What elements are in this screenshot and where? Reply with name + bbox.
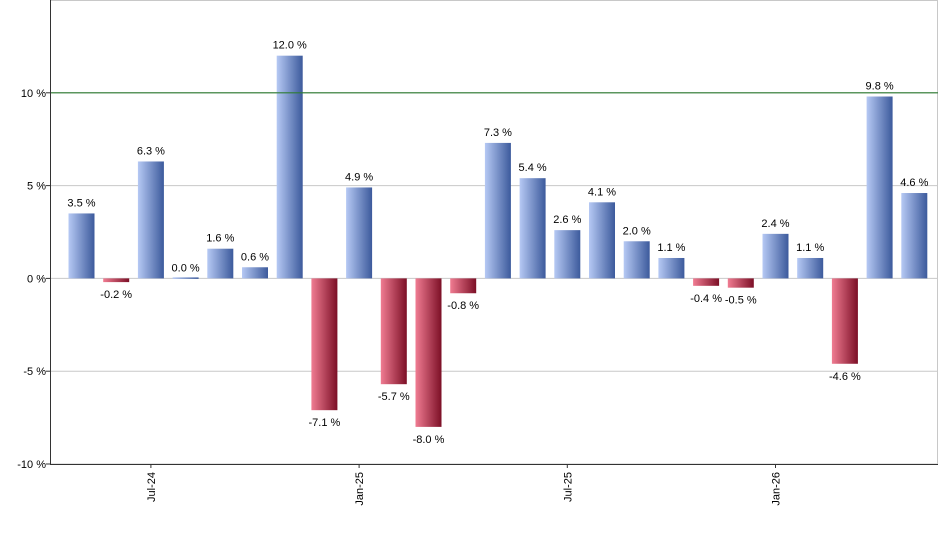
data-label: 6.3 % bbox=[137, 145, 165, 157]
x-tick-label: Jul-24 bbox=[146, 472, 158, 502]
axes: 10 % 5 % 0 % -5 % -10 % Jul-24 Jan-25 Jul-25 Jan… bbox=[17, 0, 938, 506]
data-label: 3.5 % bbox=[67, 197, 95, 209]
y-tick-label: -5 % bbox=[23, 366, 46, 378]
bar bbox=[727, 278, 754, 288]
bar bbox=[484, 142, 511, 279]
data-label: 4.6 % bbox=[900, 177, 928, 189]
data-label: 7.3 % bbox=[484, 127, 512, 139]
y-tick-label: 10 % bbox=[21, 88, 46, 100]
data-label: -8.0 % bbox=[413, 434, 445, 446]
data-label: 0.6 % bbox=[241, 251, 269, 263]
bar bbox=[901, 193, 928, 279]
x-tick-label: Jan-25 bbox=[354, 472, 366, 506]
data-label: 2.4 % bbox=[761, 218, 789, 230]
bar bbox=[450, 278, 477, 294]
data-label: 4.9 % bbox=[345, 171, 373, 183]
data-label: -5.7 % bbox=[378, 391, 410, 403]
data-label: 1.1 % bbox=[796, 242, 824, 254]
bar bbox=[311, 278, 338, 411]
bar bbox=[415, 278, 442, 427]
bar bbox=[103, 278, 130, 283]
bar bbox=[658, 257, 685, 279]
data-label: 2.0 % bbox=[623, 225, 651, 237]
data-label: 12.0 % bbox=[273, 40, 307, 52]
y-tick-label: 5 % bbox=[27, 181, 46, 193]
data-label: -4.6 % bbox=[829, 371, 861, 383]
bar bbox=[797, 257, 824, 279]
data-label: -0.4 % bbox=[690, 293, 722, 305]
data-label: -0.5 % bbox=[725, 295, 757, 307]
data-label: 9.8 % bbox=[866, 81, 894, 93]
data-label: 5.4 % bbox=[519, 162, 547, 174]
bar bbox=[68, 213, 95, 279]
bar bbox=[137, 161, 164, 279]
data-label: 4.1 % bbox=[588, 186, 616, 198]
bar bbox=[831, 278, 858, 364]
bar bbox=[519, 178, 546, 279]
y-tick-label: -10 % bbox=[17, 459, 46, 471]
bar bbox=[589, 202, 615, 279]
x-tick-label: Jan-26 bbox=[771, 472, 783, 506]
bar bbox=[242, 267, 268, 279]
y-tick-label: 0 % bbox=[27, 273, 46, 285]
bar bbox=[380, 278, 407, 385]
data-label: -0.2 % bbox=[100, 289, 132, 301]
bar bbox=[207, 248, 234, 279]
bar bbox=[276, 55, 303, 279]
x-tick-label: Jul-25 bbox=[562, 472, 574, 502]
data-label: 1.1 % bbox=[657, 242, 685, 254]
bar bbox=[762, 233, 789, 279]
bars bbox=[68, 55, 928, 427]
bar bbox=[623, 241, 650, 279]
data-label: -0.8 % bbox=[447, 300, 479, 312]
data-label: 2.6 % bbox=[553, 214, 581, 226]
data-labels: 3.5 % -0.2 % 6.3 % 0.0 % 1.6 % 0.6 % 12.0 % -7.… bbox=[67, 40, 928, 446]
bar bbox=[693, 278, 720, 286]
bar bbox=[172, 277, 199, 279]
data-label: 0.0 % bbox=[172, 262, 200, 274]
bar bbox=[554, 230, 581, 279]
bar bbox=[346, 187, 373, 279]
data-label: -7.1 % bbox=[309, 417, 341, 429]
data-label: 1.6 % bbox=[206, 233, 234, 245]
bar bbox=[866, 96, 893, 279]
